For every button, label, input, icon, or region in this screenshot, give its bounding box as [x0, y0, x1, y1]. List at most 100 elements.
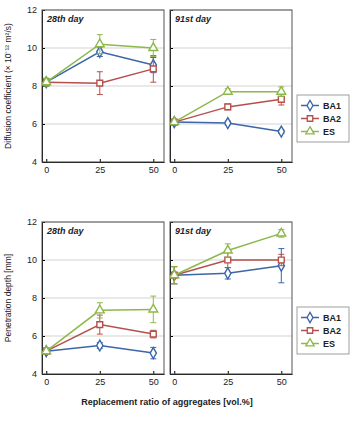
legend-marker	[307, 116, 312, 121]
error-cap	[225, 257, 231, 258]
legend-marker	[307, 100, 313, 110]
x-tick: 25	[95, 159, 105, 175]
x-tick: 50	[277, 159, 287, 175]
y-tick-label: 4	[32, 157, 37, 167]
marker	[277, 228, 286, 236]
x-tick: 0	[172, 159, 177, 175]
plot-background	[170, 222, 292, 374]
error-cap	[150, 39, 156, 40]
grid-line	[42, 124, 164, 125]
panel-title: 28th day	[46, 226, 85, 236]
x-tick-label: 50	[277, 377, 287, 387]
error-cap	[225, 267, 231, 268]
x-tick-label: 25	[223, 165, 233, 175]
y-tick-label: 8	[32, 81, 37, 91]
plot-background	[42, 10, 164, 162]
legend-marker	[307, 312, 313, 322]
plot-frame	[42, 10, 164, 162]
legend-marker	[306, 127, 314, 134]
marker	[170, 270, 179, 278]
legend-label: ES	[323, 127, 335, 137]
error-cap	[150, 296, 156, 297]
x-tick-label: 25	[223, 377, 233, 387]
marker	[278, 126, 284, 137]
marker	[97, 80, 103, 86]
y-tick: 6	[32, 331, 45, 341]
figure: 0 25 50 4 6 8 10 12 28th day Diffusion coefficien…	[0, 0, 364, 426]
legend: BA1 BA2 ES	[297, 95, 349, 142]
series-line	[174, 92, 281, 122]
grid-line	[42, 260, 164, 261]
y-tick: 6	[32, 119, 45, 129]
y-tick-label: 10	[27, 43, 37, 53]
panel-title: 91st day	[175, 226, 212, 236]
marks	[170, 228, 286, 283]
x-tick: 25	[95, 371, 105, 387]
plot-background	[170, 10, 292, 162]
y-axis-title: Diffusion coefficient (× 10⁻¹² m²/s)	[3, 23, 13, 149]
legend-marker	[307, 328, 312, 333]
x-axis: 02550	[43, 371, 165, 387]
series-line	[174, 99, 281, 122]
error-bar	[150, 347, 156, 358]
error-cap	[278, 265, 284, 266]
x-axis: 02550	[43, 159, 165, 175]
error-cap	[97, 302, 103, 303]
marker	[170, 117, 179, 125]
legend-label: ES	[323, 339, 335, 349]
y-tick-label: 12	[27, 217, 37, 227]
grid-line	[170, 298, 292, 299]
legend-label: BA1	[323, 313, 341, 323]
plot-frame	[170, 10, 292, 162]
error-cap	[171, 266, 177, 267]
error-cap	[225, 267, 231, 268]
y-tick-label: 6	[32, 119, 37, 129]
error-bar	[225, 104, 231, 110]
error-cap	[150, 56, 156, 57]
error-cap	[43, 86, 49, 87]
legend-label: BA1	[323, 101, 341, 111]
error-cap	[278, 282, 284, 283]
plot-background	[42, 222, 164, 374]
marker	[42, 346, 51, 354]
plot-frame	[42, 222, 164, 374]
error-bar	[278, 249, 284, 283]
plot-frame	[170, 222, 292, 374]
legend-box	[297, 307, 349, 354]
error-bar	[278, 254, 284, 265]
marker	[225, 268, 231, 279]
y-tick-label: 8	[32, 293, 37, 303]
marker	[223, 245, 232, 253]
error-cap	[97, 34, 103, 35]
marker	[149, 43, 158, 51]
marker	[277, 87, 286, 95]
error-cap	[171, 266, 177, 267]
marker	[150, 331, 156, 337]
marker	[278, 257, 284, 263]
x-tick-label: 25	[95, 165, 105, 175]
error-cap	[150, 322, 156, 323]
marks	[42, 296, 158, 359]
legend-label: BA2	[323, 114, 341, 124]
error-bar	[97, 72, 103, 95]
x-tick-label: 25	[95, 377, 105, 387]
error-cap	[97, 94, 103, 95]
marker	[95, 39, 104, 47]
series-line	[174, 233, 281, 275]
grid-line	[170, 86, 292, 87]
legend-marker	[306, 339, 314, 346]
marker	[97, 340, 103, 351]
marks	[42, 35, 158, 95]
x-tick: 0	[44, 371, 49, 387]
x-axis: 02550	[171, 371, 293, 387]
grid-line	[42, 298, 164, 299]
y-tick: 8	[32, 293, 45, 303]
panel: 0255091st day	[170, 10, 293, 175]
error-cap	[97, 317, 103, 318]
x-tick-label: 50	[149, 165, 159, 175]
error-cap	[97, 71, 103, 72]
error-cap	[97, 334, 103, 335]
marker	[150, 348, 156, 359]
x-tick: 25	[223, 159, 233, 175]
x-tick-label: 0	[172, 165, 177, 175]
